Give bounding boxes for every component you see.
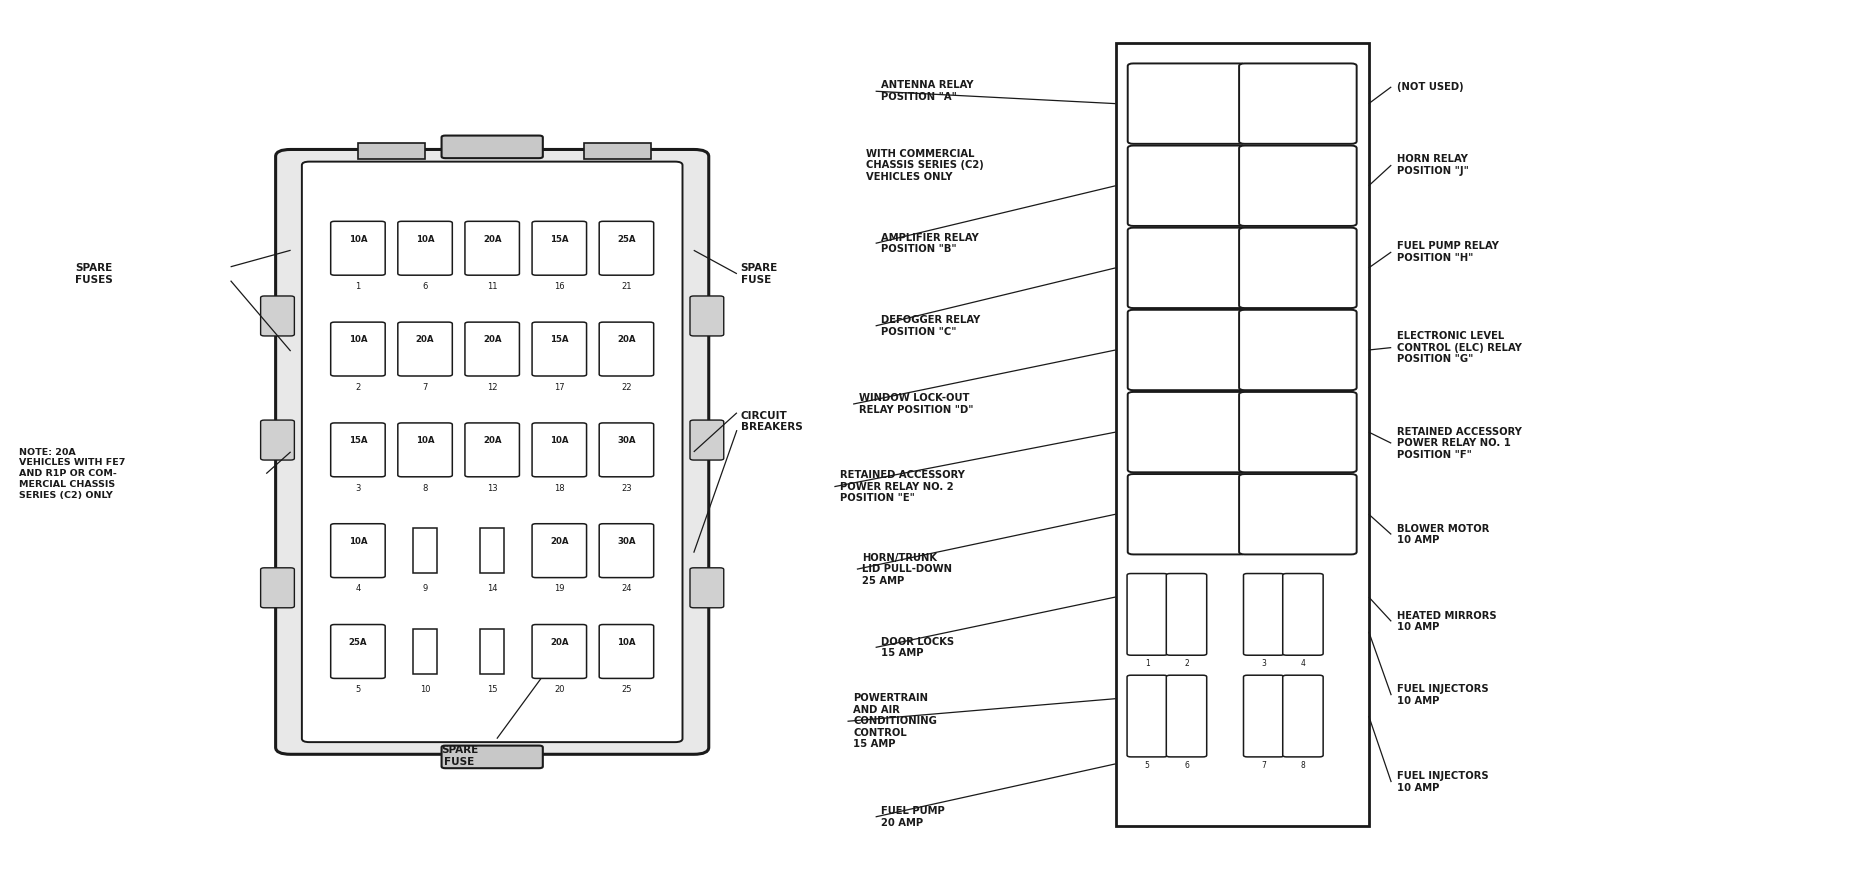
Text: 20A: 20A [549,537,568,546]
FancyBboxPatch shape [532,423,587,477]
FancyBboxPatch shape [532,524,587,578]
Text: 25A: 25A [617,235,636,243]
Text: 10A: 10A [349,335,368,344]
Text: 9: 9 [422,585,428,594]
FancyBboxPatch shape [398,222,452,275]
Text: RETAINED ACCESSORY
POWER RELAY NO. 1
POSITION "F": RETAINED ACCESSORY POWER RELAY NO. 1 POS… [1397,427,1522,460]
FancyBboxPatch shape [330,322,384,376]
Text: 10A: 10A [349,537,368,546]
FancyBboxPatch shape [690,567,724,607]
FancyBboxPatch shape [1127,474,1245,554]
Text: 4: 4 [1301,660,1305,668]
Text: WITH COMMERCIAL
CHASSIS SERIES (C2)
VEHICLES ONLY: WITH COMMERCIAL CHASSIS SERIES (C2) VEHI… [866,149,984,182]
Text: 6: 6 [422,282,428,291]
Text: 21: 21 [621,282,632,291]
Text: 10A: 10A [349,235,368,243]
FancyBboxPatch shape [261,420,294,460]
FancyBboxPatch shape [1239,63,1358,143]
FancyBboxPatch shape [465,423,519,477]
Text: 30A: 30A [617,436,636,445]
Text: 4: 4 [356,585,360,594]
FancyBboxPatch shape [1166,675,1208,757]
Text: 5: 5 [1146,761,1149,770]
Text: FUEL PUMP RELAY
POSITION "H": FUEL PUMP RELAY POSITION "H" [1397,242,1498,262]
Text: RETAINED ACCESSORY
POWER RELAY NO. 2
POSITION "E": RETAINED ACCESSORY POWER RELAY NO. 2 POS… [840,470,966,503]
Text: CIRCUIT
BREAKERS: CIRCUIT BREAKERS [741,411,802,432]
FancyBboxPatch shape [330,423,384,477]
Text: 20A: 20A [484,335,501,344]
FancyBboxPatch shape [330,625,384,679]
Text: FUEL INJECTORS
10 AMP: FUEL INJECTORS 10 AMP [1397,685,1489,706]
FancyBboxPatch shape [532,222,587,275]
Text: FUEL PUMP
20 AMP: FUEL PUMP 20 AMP [881,806,945,827]
Text: AMPLIFIER RELAY
POSITION "B": AMPLIFIER RELAY POSITION "B" [881,233,979,254]
Text: 25A: 25A [349,638,368,647]
Text: 2: 2 [1185,660,1189,668]
FancyBboxPatch shape [1127,63,1245,143]
FancyBboxPatch shape [1243,675,1284,757]
FancyBboxPatch shape [600,322,654,376]
FancyBboxPatch shape [276,149,709,754]
Text: 25: 25 [621,686,632,694]
Text: HORN RELAY
POSITION "J": HORN RELAY POSITION "J" [1397,155,1468,176]
FancyBboxPatch shape [465,222,519,275]
Text: 10A: 10A [416,235,435,243]
Bar [583,143,651,159]
Text: 15: 15 [488,686,497,694]
Text: FUEL INJECTORS
10 AMP: FUEL INJECTORS 10 AMP [1397,772,1489,793]
Text: 15A: 15A [549,335,568,344]
Text: 20A: 20A [484,235,501,243]
FancyBboxPatch shape [600,625,654,679]
Text: 10A: 10A [416,436,435,445]
Text: 13: 13 [488,484,497,493]
Text: SPARE
FUSES: SPARE FUSES [75,263,112,284]
FancyBboxPatch shape [1127,310,1245,390]
Bar [480,629,504,674]
Text: 11: 11 [488,282,497,291]
Text: 1: 1 [356,282,360,291]
Text: NOTE: 20A
VEHICLES WITH FE7
AND R1P OR COM-
MERCIAL CHASSIS
SERIES (C2) ONLY: NOTE: 20A VEHICLES WITH FE7 AND R1P OR C… [19,448,126,500]
Text: 5: 5 [356,686,360,694]
FancyBboxPatch shape [1282,574,1324,655]
FancyBboxPatch shape [1166,574,1208,655]
FancyBboxPatch shape [302,162,682,742]
Bar [412,629,437,674]
Bar [358,143,426,159]
FancyBboxPatch shape [1239,145,1358,226]
FancyBboxPatch shape [442,746,544,768]
Text: 3: 3 [354,484,360,493]
FancyBboxPatch shape [1282,675,1324,757]
Text: SPARE
FUSE: SPARE FUSE [441,746,478,766]
FancyBboxPatch shape [1239,228,1358,308]
Text: HEATED MIRRORS
10 AMP: HEATED MIRRORS 10 AMP [1397,611,1496,632]
Text: 17: 17 [553,383,564,392]
Text: 7: 7 [422,383,428,392]
FancyBboxPatch shape [532,322,587,376]
Bar [1116,43,1369,826]
FancyBboxPatch shape [330,524,384,578]
Text: 1: 1 [1146,660,1149,668]
Text: 14: 14 [488,585,497,594]
Text: 23: 23 [621,484,632,493]
Text: ANTENNA RELAY
POSITION "A": ANTENNA RELAY POSITION "A" [881,81,973,102]
Text: 8: 8 [422,484,428,493]
Text: 22: 22 [621,383,632,392]
Text: 15A: 15A [549,235,568,243]
Text: 20A: 20A [484,436,501,445]
FancyBboxPatch shape [261,296,294,336]
FancyBboxPatch shape [1127,675,1168,757]
Text: 10A: 10A [617,638,636,647]
Bar [480,528,504,574]
Text: 30A: 30A [617,537,636,546]
Text: 12: 12 [488,383,497,392]
Text: 18: 18 [553,484,564,493]
Text: (NOT USED): (NOT USED) [1397,82,1464,92]
Text: 2: 2 [356,383,360,392]
Text: POWERTRAIN
AND AIR
CONDITIONING
CONTROL
15 AMP: POWERTRAIN AND AIR CONDITIONING CONTROL … [853,693,938,749]
Text: 24: 24 [621,585,632,594]
FancyBboxPatch shape [690,420,724,460]
FancyBboxPatch shape [1127,228,1245,308]
Text: 6: 6 [1185,761,1189,770]
FancyBboxPatch shape [690,296,724,336]
FancyBboxPatch shape [465,322,519,376]
